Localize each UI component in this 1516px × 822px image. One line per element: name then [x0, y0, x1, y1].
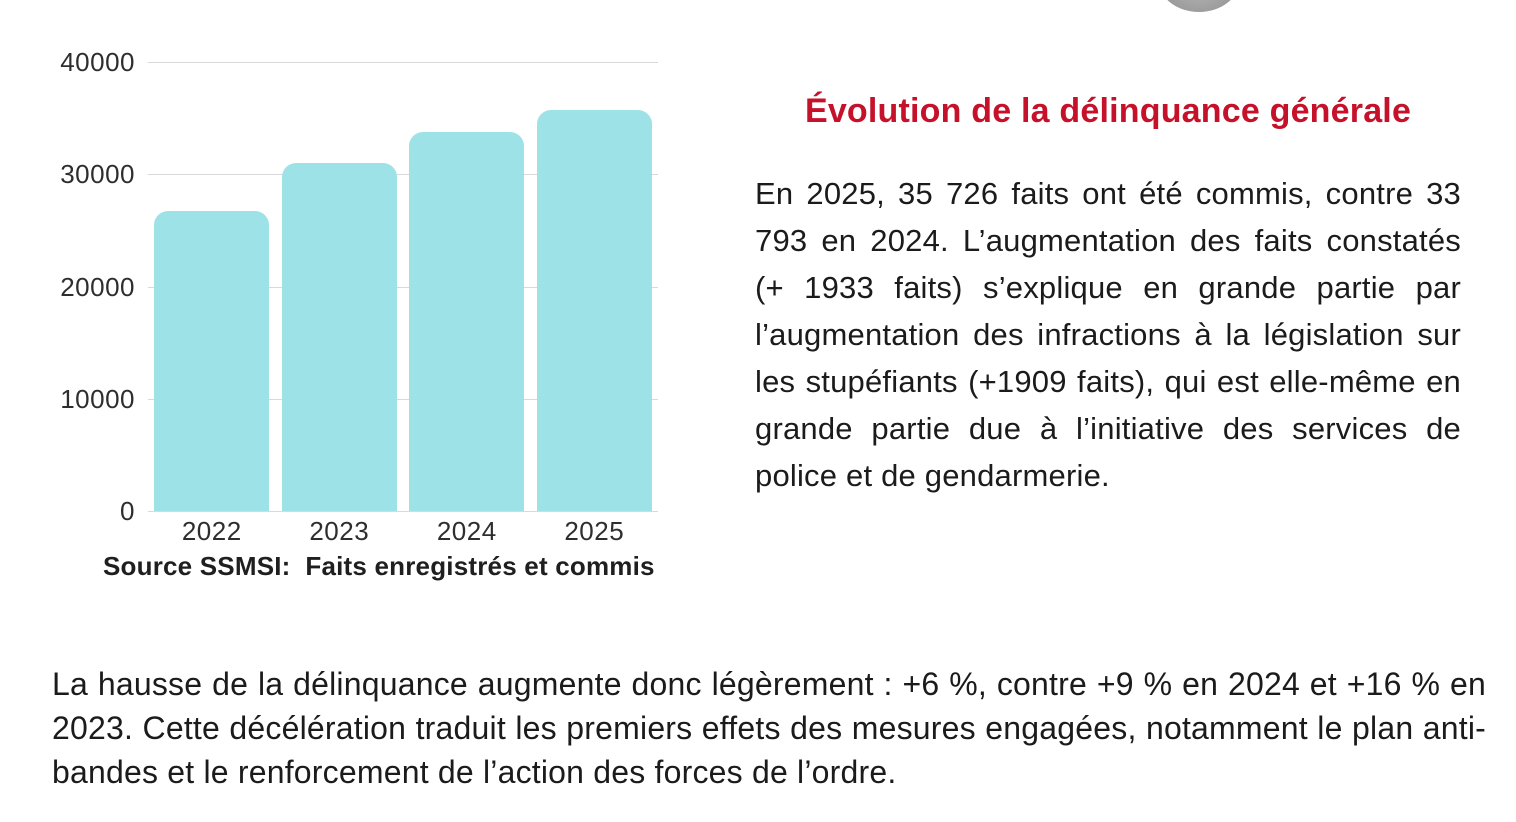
summary-paragraph: La hausse de la délinquance augmente don…	[52, 666, 1486, 790]
x-axis-label-2022: 2022	[181, 516, 242, 546]
gridline-40000	[148, 62, 658, 63]
bar-2024	[409, 131, 525, 511]
x-axis-label-2025: 2025	[564, 516, 625, 546]
x-axis-label-2023: 2023	[309, 516, 370, 546]
y-axis-label-30000: 30000	[60, 159, 135, 190]
bar-2023	[281, 163, 397, 511]
y-axis-label-10000: 10000	[60, 383, 135, 414]
y-axis-label-0: 0	[120, 496, 135, 526]
y-axis-label-40000: 40000	[60, 47, 135, 77]
article-paragraph: En 2025, 35 726 faits ont été commis, co…	[755, 176, 1461, 493]
gridline-0	[148, 511, 658, 512]
gridline-20000	[148, 286, 658, 288]
chart-source-note: Source SSMSI: Faits enregistrés et commi…	[103, 551, 655, 581]
y-axis-label-20000: 20000	[60, 271, 135, 302]
section-heading: Évolution de la délinquance générale	[804, 92, 1412, 130]
gridline-10000	[148, 398, 658, 400]
bar-2025	[536, 109, 652, 511]
gridline-30000	[148, 174, 658, 176]
x-axis-label-2024: 2024	[436, 516, 497, 546]
bar-2022	[154, 211, 270, 511]
